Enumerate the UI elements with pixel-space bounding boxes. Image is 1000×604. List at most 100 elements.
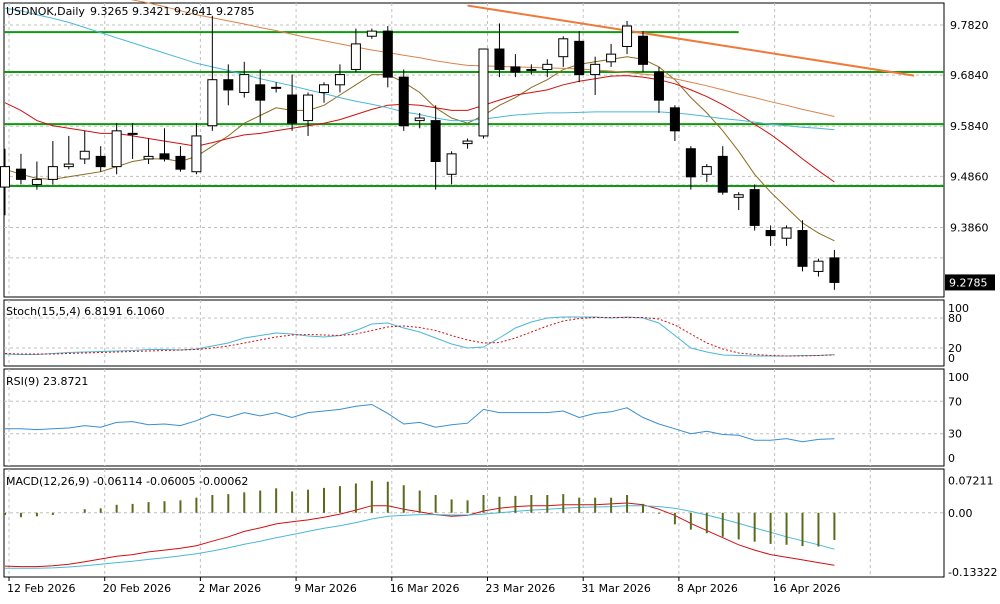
candle-body-bull: [271, 86, 282, 89]
candle[interactable]: [79, 130, 90, 165]
candle[interactable]: [526, 64, 537, 75]
candle[interactable]: [319, 82, 329, 103]
candle[interactable]: [765, 225, 776, 246]
last-price-label: 9.2785: [949, 276, 988, 289]
candle-body-bull: [79, 150, 90, 160]
candle-body-bear: [765, 230, 776, 237]
candle-body-bull: [111, 130, 122, 168]
ma-fast-line: [4, 56, 835, 242]
candle[interactable]: [127, 123, 138, 159]
candle[interactable]: [446, 151, 457, 185]
candle-body-bull: [462, 140, 473, 145]
candle[interactable]: [606, 43, 617, 67]
candle[interactable]: [191, 123, 202, 175]
macd-axis-tick: 0.07211: [948, 475, 994, 488]
candle-body-bull: [733, 194, 744, 198]
candle[interactable]: [0, 148, 10, 216]
candle[interactable]: [590, 56, 601, 96]
candle-body-bear: [494, 48, 505, 70]
candle[interactable]: [462, 138, 473, 149]
candle[interactable]: [111, 123, 122, 175]
candle[interactable]: [797, 220, 808, 272]
x-axis-tick-label: 8 Apr 2026: [677, 582, 738, 595]
candle[interactable]: [813, 258, 824, 277]
candle[interactable]: [622, 20, 633, 55]
candle[interactable]: [701, 164, 712, 182]
candle-body-bear: [175, 155, 186, 170]
candle-body-bull: [63, 163, 74, 168]
price-axis-tick: 9.7820: [950, 19, 989, 32]
candle[interactable]: [143, 138, 154, 165]
candle-body-bull: [478, 48, 489, 137]
rsi-line: [5, 403, 835, 443]
candle[interactable]: [558, 36, 569, 67]
candle[interactable]: [685, 146, 696, 190]
candle-body-bull: [414, 117, 425, 122]
x-axis-tick-label: 23 Mar 2026: [486, 582, 556, 595]
rsi-title: RSI(9) 23.8721: [6, 375, 88, 388]
candle[interactable]: [15, 153, 26, 185]
candle-body-bear: [382, 30, 393, 78]
candle[interactable]: [207, 15, 218, 131]
candle[interactable]: [478, 48, 489, 139]
price-axis-tick: 9.3860: [950, 221, 989, 234]
candle-body-bull: [207, 79, 218, 127]
candle[interactable]: [398, 69, 409, 131]
candle[interactable]: [749, 184, 760, 231]
candle[interactable]: [669, 105, 680, 142]
candle[interactable]: [255, 69, 266, 124]
candle[interactable]: [430, 105, 441, 190]
candle[interactable]: [159, 128, 170, 162]
price-axis-tick: 9.5840: [950, 120, 989, 133]
candle[interactable]: [350, 28, 361, 73]
candle[interactable]: [653, 66, 664, 113]
candle-body-bull: [606, 53, 617, 63]
stoch-axis-tick: 100: [948, 302, 969, 315]
candle[interactable]: [175, 146, 186, 172]
candle-body-bear: [223, 79, 234, 91]
candle-body-bear: [653, 71, 664, 101]
candle[interactable]: [781, 225, 792, 246]
candle-body-bull: [813, 260, 824, 272]
candle-body-bull: [47, 166, 58, 180]
candle-body-bull: [239, 74, 250, 93]
candle-body-bear: [255, 84, 266, 101]
candle[interactable]: [47, 141, 58, 185]
trendline[interactable]: [467, 4, 915, 77]
candle[interactable]: [542, 59, 553, 78]
candle[interactable]: [223, 64, 234, 106]
candle[interactable]: [31, 161, 42, 190]
candle[interactable]: [334, 64, 345, 93]
candle[interactable]: [271, 82, 282, 93]
candle[interactable]: [494, 23, 505, 78]
candle-body-bull: [590, 63, 601, 76]
rsi-axis-tick: 30: [948, 428, 962, 441]
candle[interactable]: [366, 28, 377, 39]
candle-body-bull: [319, 84, 329, 93]
candle[interactable]: [574, 31, 585, 83]
candle[interactable]: [287, 74, 298, 131]
candle[interactable]: [95, 146, 106, 172]
candle-body-bull: [303, 94, 314, 122]
candle[interactable]: [510, 54, 521, 78]
candle[interactable]: [63, 135, 74, 170]
candle-body-bull: [446, 153, 457, 175]
candle[interactable]: [829, 249, 840, 290]
x-axis-tick-label: 31 Mar 2026: [581, 582, 651, 595]
price-axis-tick: 9.4860: [950, 170, 989, 183]
candle-body-bear: [159, 153, 170, 160]
candle[interactable]: [638, 31, 648, 73]
candle-body-bull: [127, 132, 138, 135]
candle[interactable]: [239, 61, 250, 98]
candle-body-bear: [95, 155, 106, 168]
candle-body-bull: [526, 68, 537, 71]
candle[interactable]: [303, 92, 314, 136]
candle[interactable]: [414, 112, 425, 129]
chart-title: USDNOK,Daily: [6, 5, 85, 18]
candle[interactable]: [733, 192, 744, 211]
candle[interactable]: [717, 146, 728, 195]
stoch-title: Stoch(15,5,4) 6.8191 6.1060: [6, 305, 165, 318]
candle[interactable]: [382, 26, 393, 88]
macd-pane-frame: [3, 468, 945, 578]
